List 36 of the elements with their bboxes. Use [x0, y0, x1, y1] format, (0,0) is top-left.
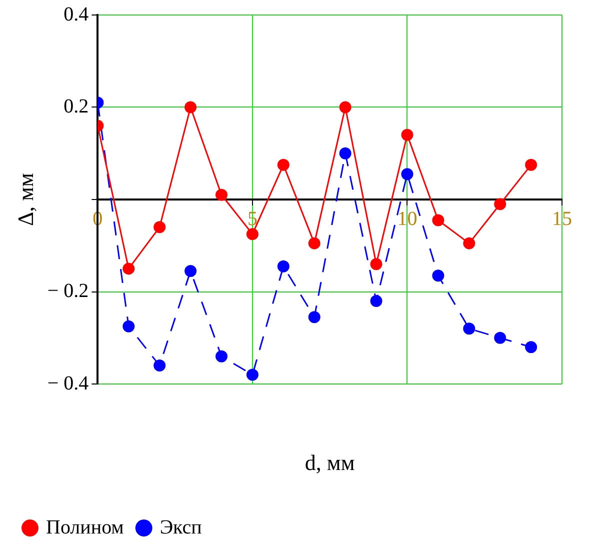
point — [525, 158, 538, 171]
x-axis-title: d, мм — [304, 450, 355, 475]
point — [463, 322, 476, 335]
point — [370, 258, 382, 270]
point — [216, 188, 228, 201]
y-tick-label: − 0.4 — [47, 372, 89, 394]
point — [494, 332, 506, 344]
legend-label: Эксп — [160, 516, 202, 538]
point — [525, 341, 538, 354]
y-axis-title: Δ, мм — [12, 172, 38, 226]
legend-label: Полином — [46, 516, 124, 538]
y-tick-label: 0.2 — [64, 96, 89, 118]
point — [246, 228, 258, 240]
point — [154, 360, 166, 372]
point — [308, 237, 320, 250]
point — [122, 320, 135, 332]
point — [401, 128, 414, 141]
y-tick-label: 0.4 — [64, 3, 89, 26]
point — [277, 158, 290, 171]
point — [122, 262, 135, 275]
point — [216, 350, 228, 362]
point — [184, 264, 197, 277]
point — [401, 168, 414, 180]
point — [184, 101, 197, 114]
point — [339, 147, 352, 160]
point — [463, 237, 476, 250]
point — [494, 198, 506, 210]
point — [246, 368, 258, 381]
point — [432, 270, 444, 282]
point — [154, 221, 166, 234]
y-tick-label: − 0.2 — [47, 280, 89, 302]
point — [432, 214, 444, 226]
point — [370, 294, 382, 307]
point — [308, 311, 320, 324]
point — [277, 260, 290, 272]
point — [339, 101, 352, 114]
